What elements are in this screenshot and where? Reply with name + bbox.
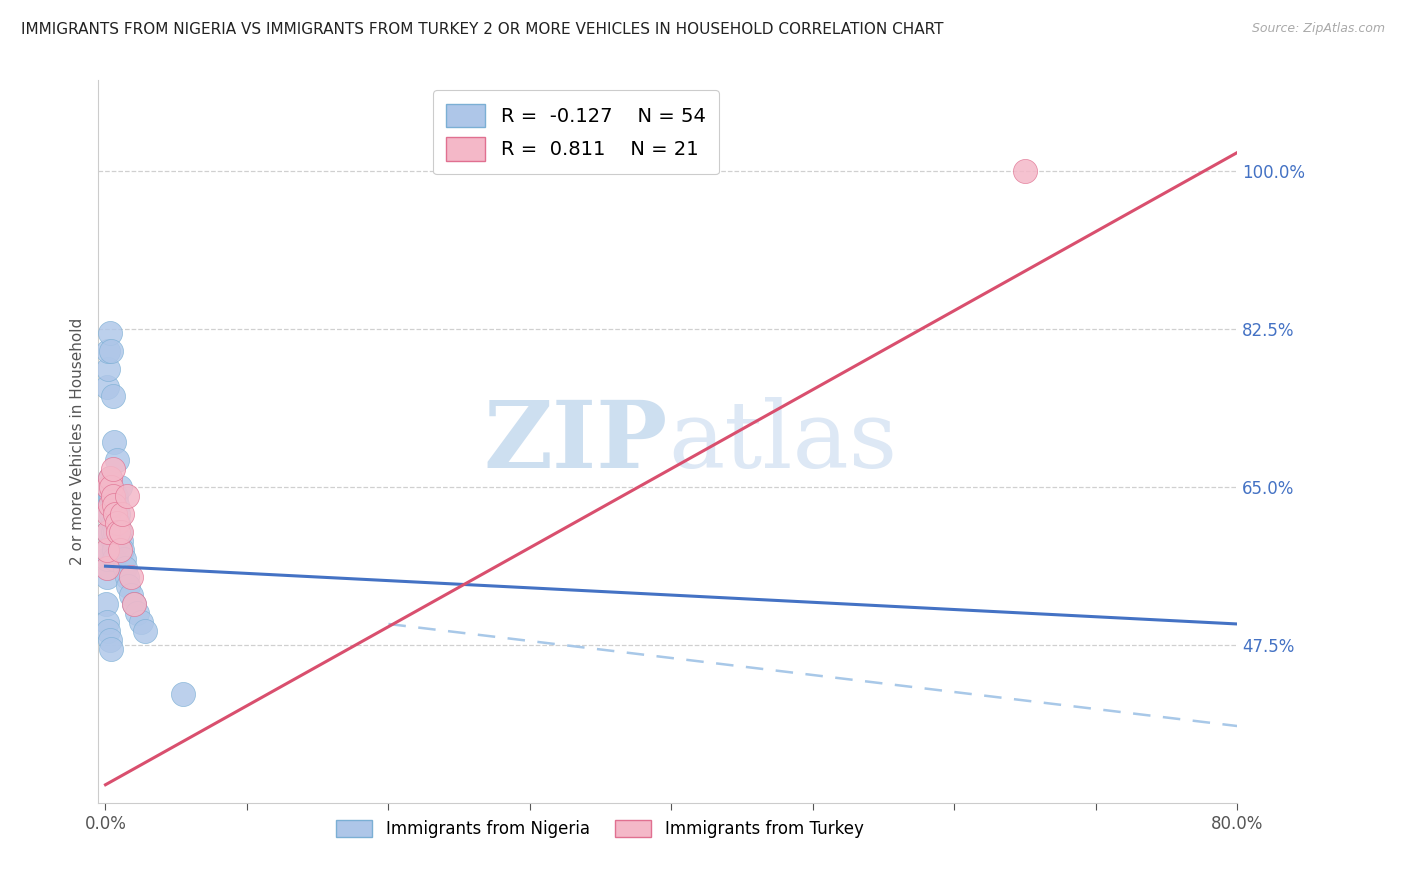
Point (97, 344, 120, 359)
Point (115, 570, 138, 584)
Point (104, 507, 127, 521)
Point (98, 471, 121, 485)
Point (108, 480, 131, 494)
Point (129, 615, 152, 630)
Point (97, 524, 120, 539)
Point (107, 516, 129, 530)
Y-axis label: 2 or more Vehicles in Household: 2 or more Vehicles in Household (69, 318, 84, 566)
Point (101, 516, 124, 530)
Text: Source: ZipAtlas.com: Source: ZipAtlas.com (1251, 22, 1385, 36)
Point (104, 507, 127, 521)
Point (96, 561, 118, 575)
Point (172, 687, 194, 701)
Point (100, 524, 122, 539)
Point (96, 561, 118, 575)
Point (97, 624, 120, 639)
Point (1014, 163, 1036, 178)
Point (96, 542, 118, 557)
Point (101, 389, 124, 403)
Point (112, 552, 135, 566)
Point (96, 597, 118, 611)
Point (100, 480, 122, 494)
Point (103, 542, 125, 557)
Point (108, 524, 131, 539)
Point (110, 524, 132, 539)
Point (110, 533, 132, 548)
Point (96, 615, 118, 630)
Point (100, 642, 122, 657)
Point (103, 434, 125, 449)
Point (101, 533, 124, 548)
Point (105, 489, 128, 503)
Point (98, 498, 121, 512)
Point (98, 498, 121, 512)
Point (97, 507, 120, 521)
Point (97, 542, 120, 557)
Point (100, 507, 122, 521)
Point (114, 561, 136, 575)
Point (96, 552, 118, 566)
Point (107, 524, 129, 539)
Point (107, 507, 129, 521)
Point (105, 452, 128, 467)
Point (100, 489, 122, 503)
Point (120, 570, 142, 584)
Point (98, 633, 121, 648)
Point (98, 480, 121, 494)
Point (103, 524, 125, 539)
Legend: Immigrants from Nigeria, Immigrants from Turkey: Immigrants from Nigeria, Immigrants from… (329, 814, 870, 845)
Point (100, 344, 122, 359)
Text: atlas: atlas (668, 397, 897, 486)
Point (122, 597, 145, 611)
Point (103, 498, 125, 512)
Point (98, 489, 121, 503)
Text: IMMIGRANTS FROM NIGERIA VS IMMIGRANTS FROM TURKEY 2 OR MORE VEHICLES IN HOUSEHOL: IMMIGRANTS FROM NIGERIA VS IMMIGRANTS FR… (21, 22, 943, 37)
Point (101, 461, 124, 475)
Point (134, 624, 156, 639)
Point (125, 606, 148, 620)
Point (115, 489, 138, 503)
Point (97, 362, 120, 376)
Point (97, 480, 120, 494)
Point (122, 597, 145, 611)
Point (111, 507, 134, 521)
Point (101, 498, 124, 512)
Point (104, 524, 127, 539)
Point (96, 380, 118, 394)
Point (97, 524, 120, 539)
Point (111, 542, 134, 557)
Point (100, 480, 122, 494)
Text: ZIP: ZIP (484, 397, 668, 486)
Point (97, 507, 120, 521)
Point (105, 516, 128, 530)
Point (98, 471, 121, 485)
Point (103, 552, 125, 566)
Point (117, 579, 139, 593)
Point (120, 588, 142, 602)
Point (105, 498, 128, 512)
Point (108, 542, 131, 557)
Point (98, 326, 121, 341)
Point (101, 489, 124, 503)
Point (96, 570, 118, 584)
